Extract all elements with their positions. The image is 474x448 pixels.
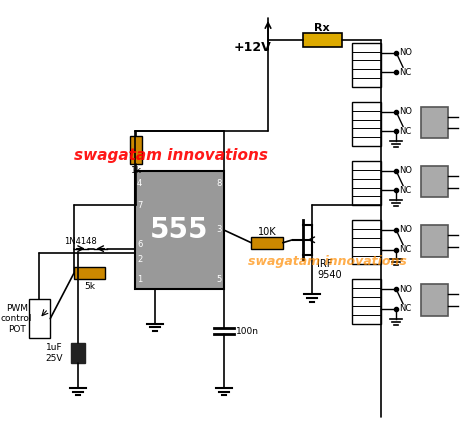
Bar	[251, 237, 283, 249]
Text: NO: NO	[399, 107, 412, 116]
Text: 2: 2	[137, 255, 142, 264]
Text: NO: NO	[399, 225, 412, 234]
Text: 1k: 1k	[130, 166, 141, 175]
Bar	[421, 107, 448, 138]
Bar	[135, 171, 224, 289]
Text: NC: NC	[399, 186, 411, 195]
Text: 555: 555	[150, 216, 209, 244]
Bar	[421, 284, 448, 316]
Bar	[352, 161, 382, 205]
Bar	[130, 136, 142, 164]
Text: 1uF
25V: 1uF 25V	[46, 344, 63, 363]
Text: 3: 3	[216, 225, 222, 234]
Text: 4: 4	[137, 179, 142, 188]
Text: NO: NO	[399, 48, 412, 57]
Text: NC: NC	[399, 245, 411, 254]
Text: NO: NO	[399, 166, 412, 175]
Text: 1: 1	[137, 275, 142, 284]
Text: swagatam innovations: swagatam innovations	[74, 148, 268, 164]
Text: 10K: 10K	[258, 227, 276, 237]
Text: NC: NC	[399, 304, 411, 313]
Bar	[71, 343, 85, 363]
Text: 5k: 5k	[84, 282, 95, 291]
Text: PWM
control
POT: PWM control POT	[1, 304, 33, 333]
Bar	[421, 225, 448, 257]
Text: IRF
9540: IRF 9540	[317, 258, 342, 280]
Text: 1N4148: 1N4148	[64, 237, 97, 246]
Text: NO: NO	[399, 284, 412, 293]
Bar	[421, 166, 448, 198]
Text: swagatam innovations: swagatam innovations	[248, 255, 407, 268]
Bar	[352, 279, 382, 323]
Text: 100n: 100n	[236, 327, 258, 336]
Text: 7: 7	[137, 201, 142, 210]
Text: NC: NC	[399, 127, 411, 136]
Text: 6: 6	[137, 240, 142, 249]
Bar	[352, 43, 382, 87]
Bar	[74, 267, 105, 279]
Text: NC: NC	[399, 68, 411, 77]
Text: 8: 8	[216, 179, 222, 188]
Bar	[28, 299, 50, 338]
Text: Rx: Rx	[314, 23, 330, 33]
Bar	[302, 33, 342, 47]
Text: +12V: +12V	[234, 41, 271, 54]
Text: 5: 5	[217, 275, 222, 284]
Bar	[352, 102, 382, 146]
Bar	[352, 220, 382, 264]
